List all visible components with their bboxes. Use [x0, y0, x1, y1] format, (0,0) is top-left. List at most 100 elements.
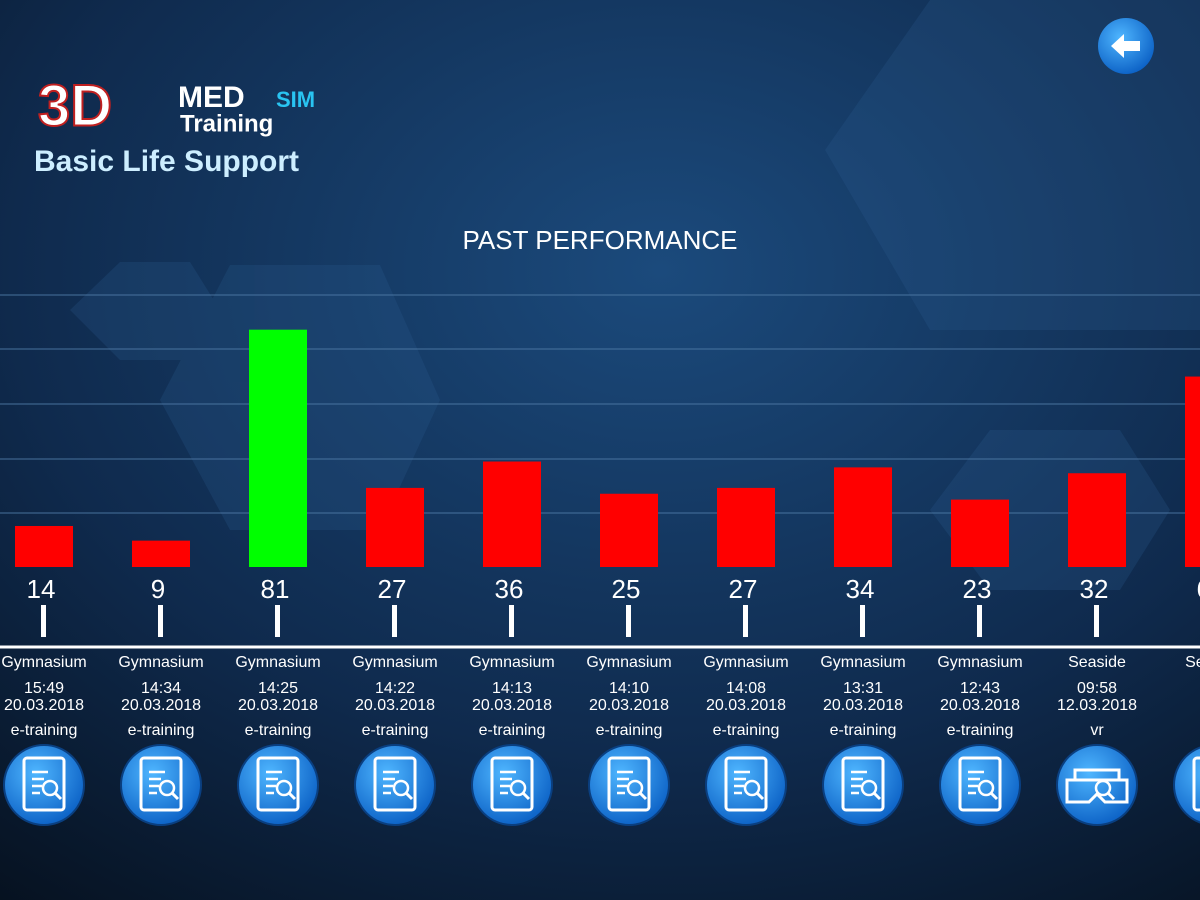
vr-headset-icon[interactable]	[1065, 768, 1129, 804]
magnifier-handle[interactable]	[989, 791, 999, 801]
session-place: Gymnasium	[1, 654, 86, 671]
magnifier-icon[interactable]	[275, 779, 293, 797]
bar	[1185, 376, 1200, 567]
document-lines-icon[interactable]	[851, 770, 867, 795]
session-button[interactable]	[705, 744, 787, 826]
magnifier-handle[interactable]	[53, 791, 63, 801]
session-place: Gymnasium	[118, 654, 203, 671]
bar	[717, 487, 775, 567]
magnifier-handle[interactable]	[170, 791, 180, 801]
session-mode: e-training	[947, 722, 1014, 739]
session-date: 20.03.2018	[589, 697, 669, 714]
session-mode: e-training	[479, 722, 546, 739]
session-mode: e-training	[128, 722, 195, 739]
session-place: Seaside	[1068, 654, 1126, 671]
bar	[483, 461, 541, 567]
session-time: 12:43	[960, 680, 1000, 697]
tablet-icon[interactable]	[22, 756, 66, 812]
session-date: 20.03.2018	[355, 697, 435, 714]
session-mode: e-training	[830, 722, 897, 739]
bar	[1068, 473, 1126, 567]
document-lines-icon[interactable]	[149, 770, 165, 795]
document-lines-icon[interactable]	[32, 770, 48, 795]
bar	[132, 540, 190, 567]
session-button[interactable]	[237, 744, 319, 826]
session-button[interactable]	[120, 744, 202, 826]
tablet-icon[interactable]	[256, 756, 300, 812]
tick-marker	[626, 605, 631, 637]
back-button[interactable]	[1098, 18, 1154, 74]
magnifier-handle[interactable]	[1106, 791, 1116, 801]
tick-marker	[743, 605, 748, 637]
session-button[interactable]	[471, 744, 553, 826]
logo-med: MED	[178, 81, 245, 114]
bar	[366, 487, 424, 567]
magnifier-icon[interactable]	[392, 779, 410, 797]
session-time: 14:34	[141, 680, 181, 697]
magnifier-handle[interactable]	[872, 791, 882, 801]
magnifier-icon[interactable]	[626, 779, 644, 797]
magnifier-handle[interactable]	[521, 791, 531, 801]
session-date: 20.03.2018	[472, 697, 552, 714]
magnifier-icon[interactable]	[509, 779, 527, 797]
back-arrow[interactable]	[1111, 34, 1140, 58]
document-lines-icon[interactable]	[734, 770, 750, 795]
session-date: 20.03.2018	[706, 697, 786, 714]
session-mode: e-training	[713, 722, 780, 739]
session-button[interactable]	[822, 744, 904, 826]
guide-lines	[0, 294, 1200, 514]
tablet-icon[interactable]	[373, 756, 417, 812]
session-mode: e-training	[11, 722, 78, 739]
tablet-icon[interactable]	[841, 756, 885, 812]
session-place: Gymnasium	[469, 654, 554, 671]
session-time: 14:08	[726, 680, 766, 697]
session-button[interactable]	[1173, 745, 1200, 825]
session-place: Gymnasium	[352, 654, 437, 671]
document-lines-icon[interactable]	[617, 770, 633, 795]
magnifier-icon[interactable]	[743, 779, 761, 797]
magnifier-icon[interactable]	[860, 779, 878, 797]
bar	[951, 499, 1009, 567]
session-date: 20.03.2018	[823, 697, 903, 714]
magnifier-handle[interactable]	[287, 791, 297, 801]
document-lines-icon[interactable]	[266, 770, 282, 795]
magnifier-handle[interactable]	[404, 791, 414, 801]
tablet-icon[interactable]	[724, 756, 768, 812]
document-lines-icon[interactable]	[500, 770, 516, 795]
magnifier-handle[interactable]	[638, 791, 648, 801]
session-date: 20.03.2018	[940, 697, 1020, 714]
session-time: 14:25	[258, 680, 298, 697]
tablet-icon[interactable]	[1192, 756, 1200, 812]
chart-title: PAST PERFORMANCE	[463, 225, 738, 255]
tablet-icon[interactable]	[607, 756, 651, 812]
value-label: 27	[378, 574, 407, 604]
document-lines-icon[interactable]	[383, 770, 399, 795]
tablet-icon[interactable]	[490, 756, 534, 812]
bar	[15, 525, 73, 567]
session-mode: e-training	[596, 722, 663, 739]
magnifier-icon[interactable]	[1094, 779, 1112, 797]
logo-mark: 3D	[38, 73, 112, 138]
magnifier-handle[interactable]	[755, 791, 765, 801]
tick-marker	[1094, 605, 1099, 637]
magnifier-icon[interactable]	[41, 779, 59, 797]
session-button[interactable]	[939, 744, 1021, 826]
session-button[interactable]	[3, 744, 85, 826]
session-place: Gymnasium	[235, 654, 320, 671]
document-lines-icon[interactable]	[968, 770, 984, 795]
logo-training: Training	[180, 110, 273, 137]
session-time: 14:22	[375, 680, 415, 697]
tablet-icon[interactable]	[139, 756, 183, 812]
tick-marker	[275, 605, 280, 637]
session-button[interactable]	[588, 744, 670, 826]
tablet-icon[interactable]	[958, 756, 1002, 812]
magnifier-icon[interactable]	[977, 779, 995, 797]
session-button[interactable]	[354, 744, 436, 826]
tick-marker	[158, 605, 163, 637]
session-button[interactable]	[1056, 744, 1138, 826]
tick-marker	[977, 605, 982, 637]
logo-sim: SIM	[276, 87, 315, 112]
magnifier-icon[interactable]	[158, 779, 176, 797]
